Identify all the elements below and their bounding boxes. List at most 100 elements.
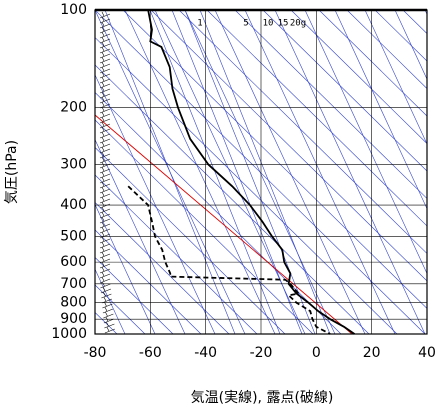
isotherm <box>346 10 427 89</box>
wind-barb <box>99 151 111 159</box>
wind-barb <box>99 61 111 69</box>
wind-barb <box>99 31 111 39</box>
wind-barb <box>103 316 115 324</box>
isotherm <box>95 37 398 334</box>
adiabat <box>95 268 126 334</box>
mixing-ratio <box>171 10 303 334</box>
profile-line <box>127 185 331 335</box>
y-tick-label: 200 <box>60 100 87 116</box>
wind-barb <box>99 196 111 204</box>
wind-barb <box>99 171 111 179</box>
x-axis-label: 気温(実線), 露点(破線) <box>191 390 334 406</box>
blue-lines <box>95 10 436 334</box>
isotherm <box>234 10 427 199</box>
wind-barb <box>99 271 111 279</box>
wind-barb <box>99 121 111 129</box>
wind-barb <box>99 81 111 89</box>
wind-barb <box>99 111 111 119</box>
wind-barb <box>99 226 111 234</box>
wind-barb <box>99 146 111 154</box>
wind-barb <box>99 211 111 219</box>
isotherm <box>206 10 427 227</box>
wind-barb <box>99 276 111 284</box>
wind-barb <box>99 21 111 29</box>
wind-barb <box>99 161 111 169</box>
isotherm <box>431 10 436 334</box>
y-tick-label: 500 <box>60 228 87 244</box>
wind-barb <box>99 221 111 229</box>
y-tick-label: 100 <box>60 2 87 18</box>
isotherm <box>262 10 427 172</box>
wind-barb <box>99 186 111 194</box>
wind-barb <box>99 191 111 199</box>
adiabat <box>274 10 426 334</box>
y-tick-label: 900 <box>60 311 87 327</box>
adiabat <box>184 10 336 334</box>
wind-barb <box>99 76 111 84</box>
x-tick-label: -40 <box>194 345 217 361</box>
wind-barb <box>99 41 111 49</box>
x-tick-label: -60 <box>139 345 162 361</box>
wind-barb <box>99 106 111 114</box>
isotherm <box>95 119 314 334</box>
mixing-ratio-label: 10 <box>263 19 274 29</box>
x-tick-label: 0 <box>312 345 321 361</box>
mixing-ratio-label: 1 <box>197 19 202 29</box>
wind-barb <box>99 36 111 44</box>
wind-barb <box>99 136 111 144</box>
mixing-ratio <box>104 10 236 334</box>
mixing-ratio-label: 5 <box>243 19 248 29</box>
profile-line <box>147 9 356 335</box>
wind-barb <box>99 11 111 19</box>
wind-barb <box>101 291 112 299</box>
isotherm <box>402 10 427 34</box>
isotherm <box>150 10 427 282</box>
wind-barb <box>99 241 111 249</box>
wind-barb <box>99 231 111 239</box>
wind-barb <box>99 206 111 214</box>
mixing-ratio <box>149 10 281 334</box>
adiabat <box>364 10 427 145</box>
isotherm <box>178 10 427 254</box>
wind-barb <box>99 96 111 104</box>
adiabat <box>334 10 427 210</box>
mixing-ratio <box>199 10 331 334</box>
mixing-ratio-label: 15 <box>278 19 289 29</box>
wind-barb <box>99 51 111 59</box>
wind-barb <box>99 101 111 109</box>
x-tick-label: -20 <box>250 345 273 361</box>
y-tick-label: 1000 <box>51 326 87 342</box>
adiabat <box>214 10 366 334</box>
y-axis-label: 気圧(hPa) <box>4 140 20 204</box>
wind-barb <box>99 246 111 254</box>
wind-barb <box>99 86 111 94</box>
y-tick-label: 700 <box>60 276 87 292</box>
adiabat <box>124 10 276 334</box>
wind-barb <box>102 306 114 314</box>
wind-barb <box>99 181 111 189</box>
wind-barb <box>99 216 111 224</box>
isotherm <box>95 256 174 334</box>
wind-barb <box>99 236 111 244</box>
wind-barb <box>99 116 111 124</box>
mixing-ratio <box>184 10 316 334</box>
wind-barb <box>100 281 111 289</box>
y-tick-label: 800 <box>60 295 87 311</box>
isotherm <box>122 10 427 309</box>
isotherm <box>318 10 427 117</box>
adiabat <box>95 74 216 334</box>
mixing-ratio-label: 20g <box>290 19 306 29</box>
wind-barb <box>104 321 115 329</box>
wind-barb <box>99 46 111 54</box>
y-tick-label: 600 <box>60 254 87 270</box>
wind-barb <box>99 71 111 79</box>
y-tick-label: 400 <box>60 197 87 213</box>
wind-barb <box>99 261 111 269</box>
isotherm <box>95 64 370 334</box>
adiabat <box>95 203 156 334</box>
wind-barb <box>99 91 111 99</box>
wind-barb <box>104 326 116 334</box>
wind-barb <box>99 66 111 74</box>
wind-barb <box>99 126 111 134</box>
adiabat <box>394 10 427 80</box>
